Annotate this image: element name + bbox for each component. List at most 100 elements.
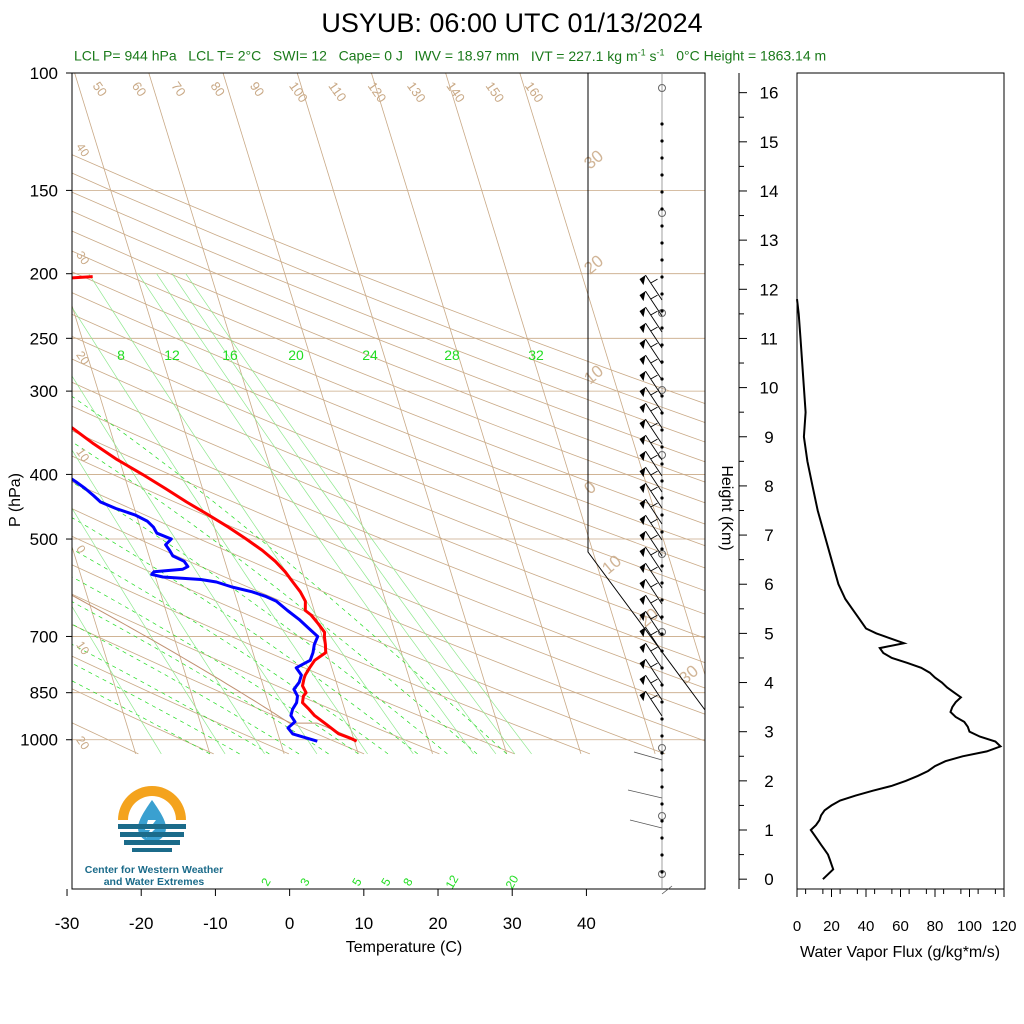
barb-dot	[660, 581, 664, 585]
wind-pennant	[639, 579, 646, 590]
dry-adiabat	[72, 405, 705, 664]
wind-pennant	[639, 627, 646, 638]
isotherm-label-right: 10	[598, 551, 625, 578]
dry-adiabat	[72, 210, 705, 463]
wind-barb	[645, 610, 663, 637]
barb-dot	[660, 598, 664, 602]
barb-dot	[660, 241, 664, 245]
mixing-ratio-line	[156, 273, 497, 755]
wind-feather	[650, 614, 658, 620]
sounding-stats: LCL P= 944 hPa LCL T= 2°C SWI= 12 Cape= …	[74, 47, 826, 64]
mixing-ratio-label: 24	[362, 347, 378, 363]
wind-feather	[650, 422, 658, 428]
wind-barb	[645, 530, 663, 557]
wind-barb	[645, 690, 663, 717]
height-tick-label: 9	[764, 428, 773, 447]
wind-barb	[645, 578, 663, 605]
dry-adiabat-label: 60	[129, 79, 150, 99]
wind-feather	[650, 678, 658, 684]
barb-dot	[660, 445, 664, 449]
dry-adiabat	[72, 271, 705, 525]
height-tick-label: 8	[764, 477, 773, 496]
wind-barb-low	[633, 751, 663, 761]
dry-adiabat	[72, 688, 214, 755]
iwv-value: IWV = 18.97 mm	[414, 47, 520, 64]
mixing-ratio-label: 28	[444, 347, 460, 363]
x-tick-label: 30	[503, 914, 522, 933]
wind-barb	[645, 274, 663, 301]
dry-adiabat-label: 120	[365, 79, 390, 105]
dry-adiabat	[72, 481, 705, 742]
dry-adiabat-label: 90	[247, 79, 268, 99]
wind-barb	[645, 434, 663, 461]
cape-value: Cape= 0 J	[338, 47, 403, 64]
isotherm-line	[222, 73, 433, 754]
height-tick-label: 16	[760, 84, 779, 103]
wind-barb	[645, 514, 663, 541]
flux-x-tick-label: 40	[858, 918, 875, 935]
y-tick-label: 300	[30, 382, 58, 401]
flux-x-tick-label: 60	[892, 918, 909, 935]
barb-dot	[660, 190, 664, 194]
dry-adiabat	[72, 655, 290, 755]
mixing-ratio-label: 32	[528, 347, 544, 363]
wind-pennant	[639, 611, 646, 622]
x-tick-label: -20	[129, 914, 154, 933]
x-tick-label: 0	[285, 914, 294, 933]
wind-feather	[650, 598, 658, 604]
x-tick-label: -30	[55, 914, 80, 933]
mixing-ratio-bottom-label: 5	[378, 875, 394, 888]
dry-adiabat	[72, 358, 705, 615]
wind-barb	[645, 450, 663, 477]
barb-dot	[660, 717, 664, 721]
barb-dot	[660, 326, 664, 330]
dry-adiabat-label: 110	[325, 79, 349, 105]
mixing-ratio-label: 8	[117, 347, 125, 363]
wind-feather	[650, 390, 658, 396]
wind-feather	[650, 406, 658, 412]
dry-adiabat-label: 140	[443, 79, 468, 105]
dry-adiabat	[72, 292, 705, 547]
moist-adiabat	[72, 517, 418, 755]
y-axis-label: P (hPa)	[7, 473, 24, 527]
wind-feather	[650, 502, 658, 508]
flux-frame	[796, 72, 1005, 890]
wind-pennant	[639, 387, 646, 398]
dry-adiabat	[0, 73, 63, 754]
wind-pennant	[639, 291, 646, 302]
height-tick-label: 10	[760, 379, 779, 398]
y-tick-label: 100	[30, 64, 58, 83]
barb-dot	[660, 496, 664, 500]
skewt-background-labels: 50 60 70 80 90 100 110 120 130 140 150 160403020100…	[73, 79, 702, 891]
mixing-ratio-line	[171, 273, 516, 755]
mixing-ratio-line	[72, 306, 368, 755]
moist-adiabat	[72, 481, 448, 755]
height-tick-label: 12	[760, 280, 779, 299]
barb-dot	[660, 207, 664, 211]
wind-barb	[645, 418, 663, 445]
lcl-temperature: LCL T= 2°C	[188, 47, 262, 64]
barb-dot	[660, 530, 664, 534]
dry-adiabat	[72, 381, 705, 639]
flux-x-tick-label: 80	[927, 918, 944, 935]
wind-feather	[650, 534, 658, 540]
dry-adiabat	[72, 335, 705, 592]
wind-barb	[645, 386, 663, 413]
height-tick-label: 5	[764, 624, 773, 643]
wind-feather	[650, 326, 658, 332]
wind-barb	[645, 290, 663, 317]
y-tick-label: 200	[30, 265, 58, 284]
dry-adiabat	[72, 593, 440, 755]
isotherm-label-right: 10	[580, 361, 607, 388]
barb-dot	[660, 819, 664, 823]
barb-dot	[660, 258, 664, 262]
isotherm-label-left: 30	[73, 248, 92, 267]
dry-adiabat-label: 130	[404, 79, 429, 105]
wind-feather	[650, 582, 658, 588]
dry-adiabat	[72, 230, 705, 483]
dry-adiabat-label: 70	[168, 79, 189, 99]
barb-dot	[660, 479, 664, 483]
mixing-ratio-bottom-label: 2	[258, 875, 274, 888]
mixing-ratio-bottom-label: 8	[400, 875, 416, 888]
